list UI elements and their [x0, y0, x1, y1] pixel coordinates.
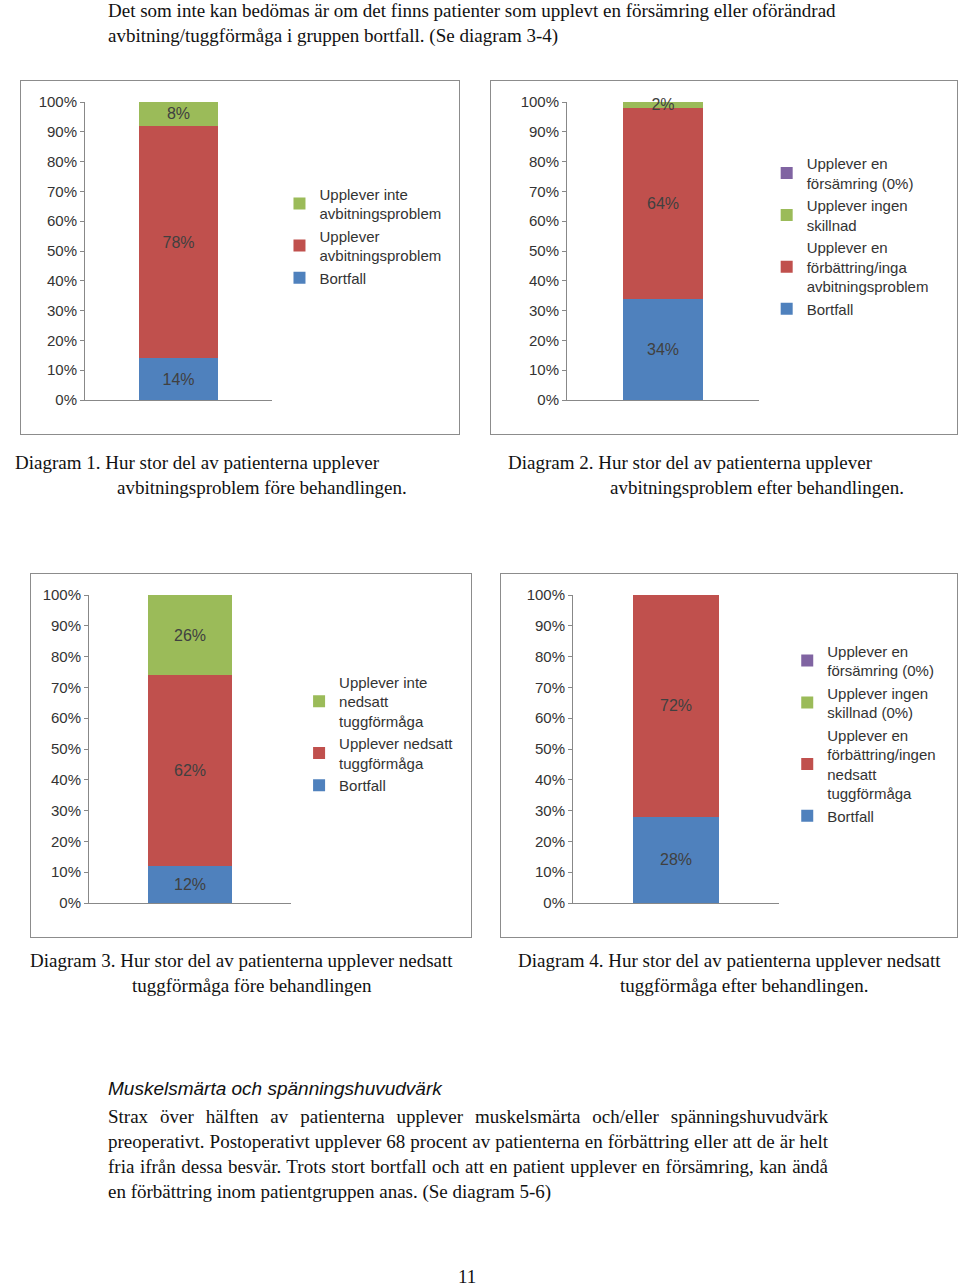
- svg-text:10%: 10%: [47, 361, 77, 378]
- html-text:Diagram 4. Hur stor del av pat: Diagram 4. Hur stor del av patienterna u…: [518, 950, 941, 996]
- svg-text:60%: 60%: [51, 709, 81, 726]
- svg-text:100%: 100%: [521, 93, 559, 110]
- svg-text:100%: 100%: [527, 586, 565, 603]
- html-text:Diagram 2. Hur stor del av pat: Diagram 2. Hur stor del av patienterna u…: [508, 452, 904, 498]
- svg-text:8%: 8%: [167, 105, 190, 122]
- svg-text:20%: 20%: [529, 332, 559, 349]
- svg-text:50%: 50%: [47, 242, 77, 259]
- svg-text:100%: 100%: [43, 586, 81, 603]
- svg-text:60%: 60%: [535, 709, 565, 726]
- svg-text:62%: 62%: [174, 762, 206, 779]
- html-text:Diagram 3. Hur stor del av pat: Diagram 3. Hur stor del av patienterna u…: [30, 950, 453, 996]
- svg-text:40%: 40%: [47, 272, 77, 289]
- svg-text:70%: 70%: [51, 679, 81, 696]
- svg-text:10%: 10%: [51, 863, 81, 880]
- svg-text:20%: 20%: [535, 833, 565, 850]
- svg-text:Upplever enförbättring/ingaavb: Upplever enförbättring/ingaavbitningspro…: [807, 239, 929, 295]
- svg-text:0%: 0%: [55, 391, 77, 408]
- svg-text:Upplever enförsämring (0%): Upplever enförsämring (0%): [807, 155, 914, 192]
- svg-text:70%: 70%: [47, 183, 77, 200]
- svg-text:40%: 40%: [51, 771, 81, 788]
- html-text:Det som inte kan bedömas är om: Det som inte kan bedömas är om det finns…: [108, 0, 836, 46]
- svg-text:Upplever ingenskillnad: Upplever ingenskillnad: [807, 197, 908, 234]
- svg-text:20%: 20%: [51, 833, 81, 850]
- svg-text:Bortfall: Bortfall: [339, 777, 386, 794]
- svg-text:70%: 70%: [529, 183, 559, 200]
- svg-text:70%: 70%: [535, 679, 565, 696]
- svg-text:80%: 80%: [51, 648, 81, 665]
- svg-text:30%: 30%: [51, 802, 81, 819]
- svg-text:20%: 20%: [47, 332, 77, 349]
- svg-text:64%: 64%: [647, 195, 679, 212]
- svg-text:Bortfall: Bortfall: [319, 270, 366, 287]
- svg-text:50%: 50%: [51, 740, 81, 757]
- svg-text:100%: 100%: [39, 93, 77, 110]
- svg-text:78%: 78%: [162, 234, 194, 251]
- svg-text:90%: 90%: [47, 123, 77, 140]
- svg-text:Bortfall: Bortfall: [807, 301, 854, 318]
- svg-text:0%: 0%: [543, 894, 565, 911]
- svg-text:30%: 30%: [535, 802, 565, 819]
- svg-text:28%: 28%: [660, 851, 692, 868]
- svg-text:60%: 60%: [47, 212, 77, 229]
- svg-text:2%: 2%: [651, 96, 674, 113]
- html-text:Diagram 1. Hur stor del av pat: Diagram 1. Hur stor del av patienterna u…: [15, 452, 407, 498]
- svg-text:14%: 14%: [162, 371, 194, 388]
- svg-text:Upplever intenedsatttuggförmåg: Upplever intenedsatttuggförmåga: [339, 674, 427, 730]
- html-text:Strax över hälften av patiente: Strax över hälften av patienterna upplev…: [108, 1106, 828, 1202]
- svg-text:0%: 0%: [59, 894, 81, 911]
- svg-text:90%: 90%: [529, 123, 559, 140]
- svg-text:Upplever inteavbitningsproblem: Upplever inteavbitningsproblem: [319, 186, 441, 223]
- svg-text:50%: 50%: [529, 242, 559, 259]
- svg-text:10%: 10%: [529, 361, 559, 378]
- svg-text:12%: 12%: [174, 876, 206, 893]
- svg-text:26%: 26%: [174, 627, 206, 644]
- svg-text:Upplever ingenskillnad (0%): Upplever ingenskillnad (0%): [827, 685, 928, 722]
- svg-text:50%: 50%: [535, 740, 565, 757]
- svg-text:Bortfall: Bortfall: [827, 808, 874, 825]
- svg-text:Upplever enförbättring/ingenne: Upplever enförbättring/ingennedsatttuggf…: [827, 727, 935, 803]
- svg-text:80%: 80%: [535, 648, 565, 665]
- svg-text:80%: 80%: [47, 153, 77, 170]
- svg-text:Upplever enförsämring (0%): Upplever enförsämring (0%): [827, 643, 934, 680]
- svg-text:40%: 40%: [535, 771, 565, 788]
- svg-text:30%: 30%: [47, 302, 77, 319]
- svg-text:60%: 60%: [529, 212, 559, 229]
- svg-text:72%: 72%: [660, 697, 692, 714]
- svg-text:40%: 40%: [529, 272, 559, 289]
- html-text:Muskelsmärta och spänningshuvu: Muskelsmärta och spänningshuvudvärk: [108, 1078, 442, 1099]
- svg-text:Uppleveravbitningsproblem: Uppleveravbitningsproblem: [319, 228, 441, 265]
- svg-text:0%: 0%: [537, 391, 559, 408]
- svg-text:34%: 34%: [647, 341, 679, 358]
- svg-text:30%: 30%: [529, 302, 559, 319]
- svg-text:80%: 80%: [529, 153, 559, 170]
- svg-text:90%: 90%: [51, 617, 81, 634]
- svg-text:Upplever nedsatttuggförmåga: Upplever nedsatttuggförmåga: [339, 735, 453, 772]
- html-text:11: 11: [458, 1266, 477, 1287]
- svg-text:10%: 10%: [535, 863, 565, 880]
- svg-text:90%: 90%: [535, 617, 565, 634]
